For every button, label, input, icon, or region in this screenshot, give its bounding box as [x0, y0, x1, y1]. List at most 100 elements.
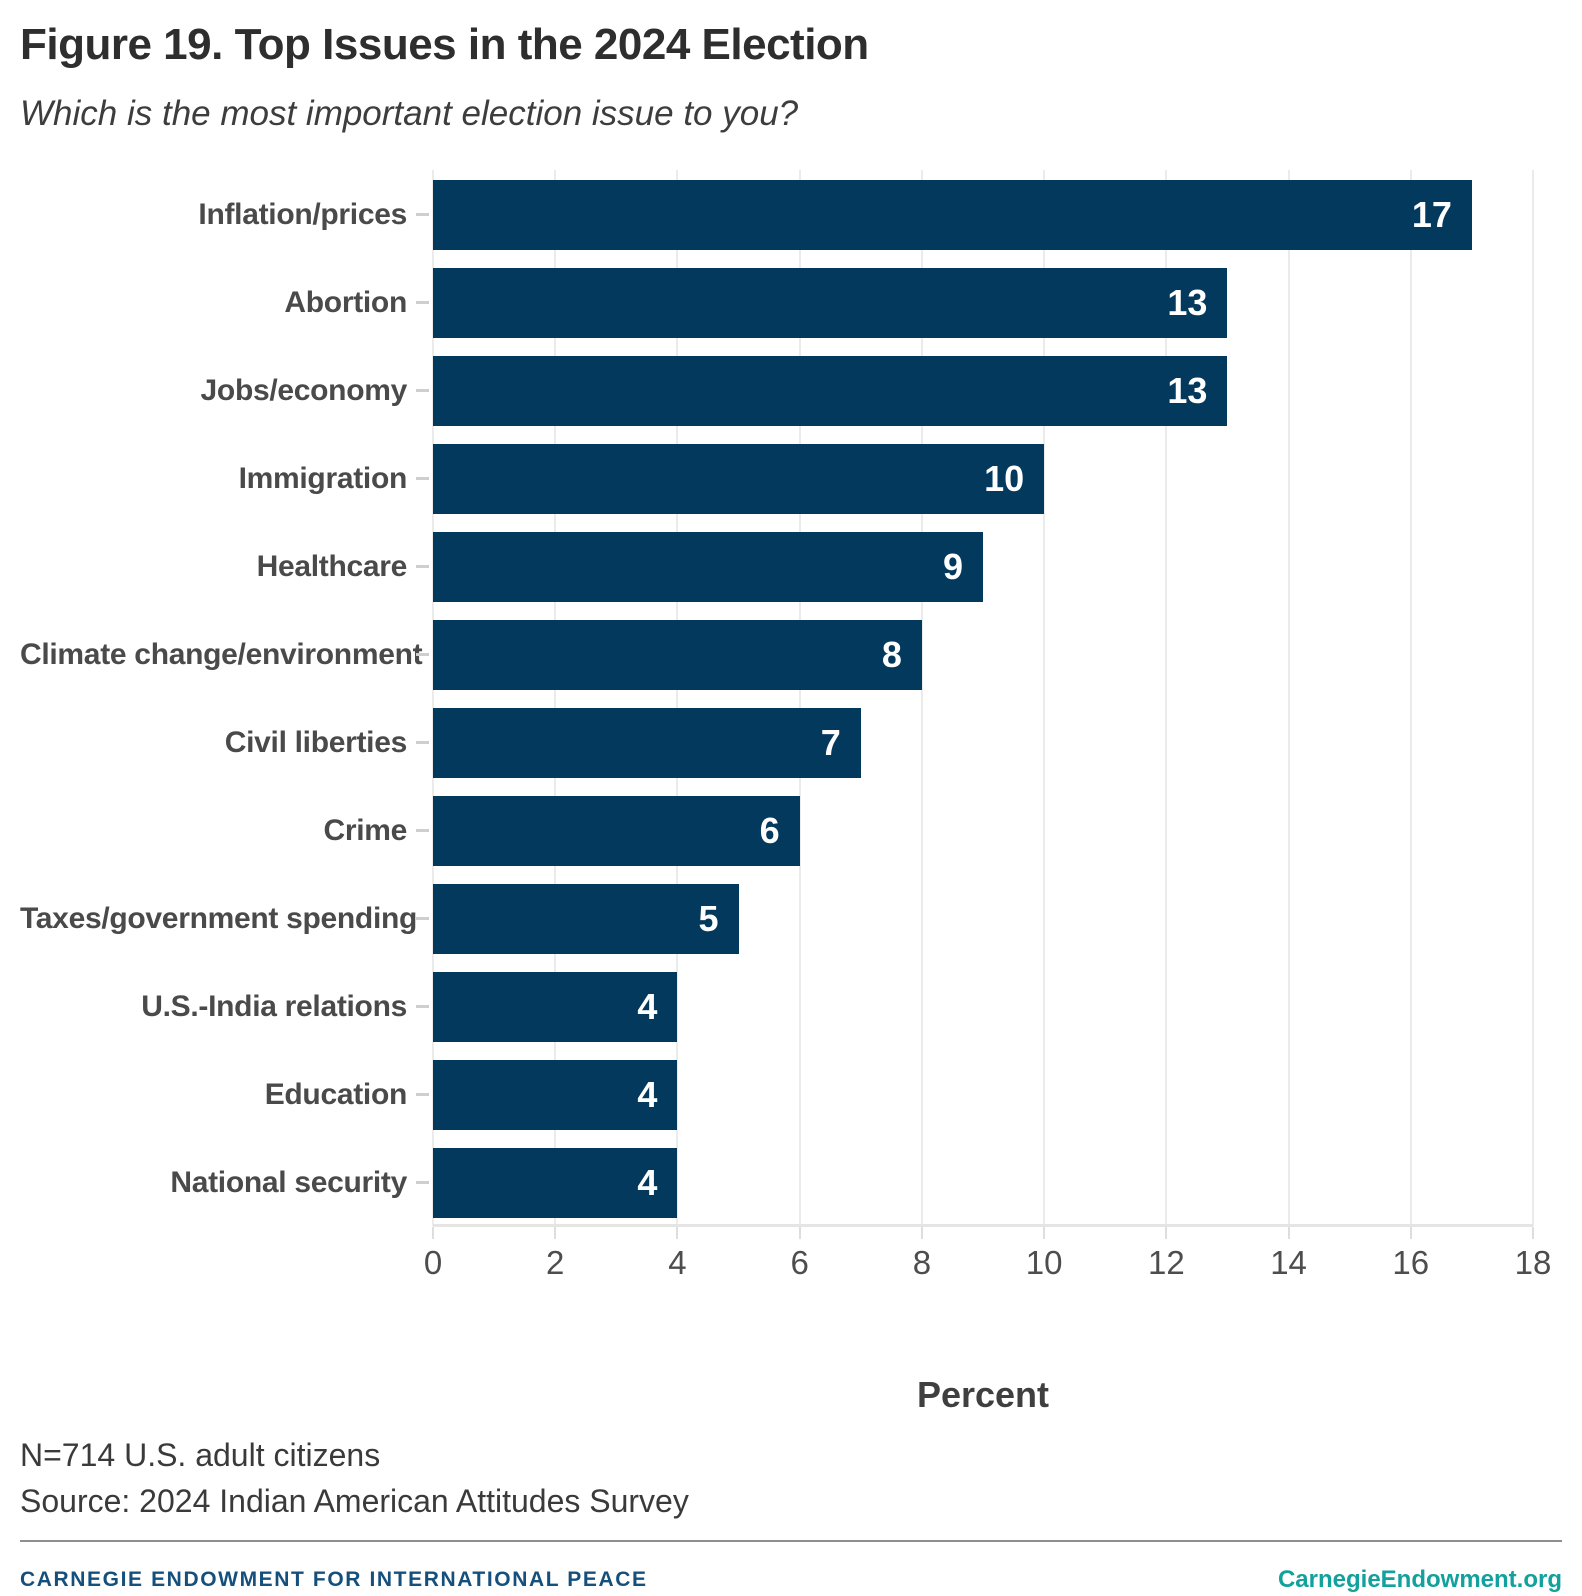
- bar-track: 5: [433, 884, 1533, 954]
- bar-row: Taxes/government spending 5: [20, 884, 1533, 954]
- category-tick-mark: [416, 565, 429, 568]
- bar-value-label: 4: [637, 986, 658, 1027]
- bar-chart: Inflation/prices 17 Abortion 13 Jobs/economy…: [20, 170, 1551, 1416]
- bar-row: Crime 6: [20, 796, 1533, 866]
- category-tick-mark: [416, 829, 429, 832]
- category-label: Taxes/government spending: [20, 903, 433, 935]
- category-tick-mark: [416, 389, 429, 392]
- bar-value-label: 9: [942, 546, 963, 587]
- bar: 8: [433, 620, 922, 690]
- category-label: Immigration: [20, 463, 433, 495]
- category-label: National security: [20, 1167, 433, 1199]
- bar: 5: [433, 884, 739, 954]
- x-tick-label: 0: [423, 1244, 443, 1281]
- bar-value-label: 17: [1411, 194, 1452, 235]
- bar-track: 7: [433, 708, 1533, 778]
- x-axis-tick: [1043, 1227, 1046, 1239]
- bar-track: 10: [433, 444, 1533, 514]
- bar-track: 4: [433, 1060, 1533, 1130]
- bar-value-label: 13: [1167, 370, 1208, 411]
- x-axis-tick: [676, 1227, 679, 1239]
- category-label: Civil liberties: [20, 727, 433, 759]
- x-tick-label: 6: [790, 1244, 809, 1281]
- bar-track: 4: [433, 972, 1533, 1042]
- bar-row: Jobs/economy 13: [20, 356, 1533, 426]
- x-axis-tick: [1165, 1227, 1168, 1239]
- footer-divider: [20, 1540, 1562, 1542]
- x-tick-label: 10: [1025, 1244, 1063, 1281]
- org-wordmark: CARNEGIE ENDOWMENT FOR INTERNATIONAL PEA…: [20, 1568, 648, 1591]
- x-tick-label: 8: [912, 1244, 932, 1281]
- bar-value-label: 4: [637, 1162, 658, 1203]
- category-tick-mark: [416, 1093, 429, 1096]
- x-axis: 0 2 4 6 8 10 12 14 16 18: [424, 1218, 1551, 1330]
- category-tick-mark: [416, 477, 429, 480]
- site-link[interactable]: CarnegieEndowment.org: [1277, 1566, 1562, 1593]
- category-tick-mark: [416, 213, 429, 216]
- category-label: Inflation/prices: [20, 199, 433, 231]
- bar-track: 8: [433, 620, 1533, 690]
- category-tick-mark: [416, 301, 429, 304]
- bar-track: 17: [433, 180, 1533, 250]
- bar-rows: Inflation/prices 17 Abortion 13 Jobs/economy…: [20, 170, 1533, 1218]
- category-label: U.S.-India relations: [20, 991, 433, 1023]
- x-axis-tick: [1287, 1227, 1290, 1239]
- bar: 17: [433, 180, 1472, 250]
- x-tick-label: 14: [1270, 1244, 1307, 1281]
- bar: 4: [433, 1060, 678, 1130]
- category-tick-mark: [416, 1005, 429, 1008]
- category-tick-mark: [416, 741, 429, 744]
- bar-row: Healthcare 9: [20, 532, 1533, 602]
- bar-row: Civil liberties 7: [20, 708, 1533, 778]
- category-tick-mark: [416, 1181, 429, 1184]
- x-tick-label: 12: [1147, 1244, 1185, 1281]
- bar-value-label: 5: [698, 898, 719, 939]
- bar-row: Abortion 13: [20, 268, 1533, 338]
- bar-track: 13: [433, 268, 1533, 338]
- x-tick-label: 16: [1392, 1244, 1430, 1281]
- category-label: Climate change/environment: [20, 639, 433, 671]
- x-tick-label: 4: [668, 1244, 687, 1281]
- footer: CARNEGIE ENDOWMENT FOR INTERNATIONAL PEA…: [20, 1566, 1562, 1594]
- bar-row: National security 4: [20, 1148, 1533, 1218]
- x-axis-tick: [1532, 1227, 1534, 1239]
- source-note: Source: 2024 Indian American Attitudes S…: [20, 1483, 689, 1519]
- bar: 4: [433, 1148, 678, 1218]
- category-label: Abortion: [20, 287, 433, 319]
- x-axis-tick: [1409, 1227, 1412, 1239]
- category-tick-mark: [416, 917, 429, 920]
- bar-row: Immigration 10: [20, 444, 1533, 514]
- x-axis-tick: [920, 1227, 923, 1239]
- bar-track: 4: [433, 1148, 1533, 1218]
- footnotes: N=714 U.S. adult citizens Source: 2024 I…: [20, 1432, 1562, 1524]
- bar: 7: [433, 708, 861, 778]
- category-label: Jobs/economy: [20, 375, 433, 407]
- bar-value-label: 10: [984, 458, 1025, 499]
- category-label: Crime: [20, 815, 433, 847]
- x-axis-baseline: [433, 1224, 1533, 1227]
- sample-note: N=714 U.S. adult citizens: [20, 1437, 381, 1473]
- category-tick-mark: [416, 653, 429, 656]
- x-tick-label: 18: [1514, 1244, 1552, 1281]
- bar: 9: [433, 532, 983, 602]
- bar-row: Inflation/prices 17: [20, 180, 1533, 250]
- bar: 13: [433, 356, 1228, 426]
- category-label: Education: [20, 1079, 433, 1111]
- bar-track: 9: [433, 532, 1533, 602]
- bar: 4: [433, 972, 678, 1042]
- x-axis-tick: [432, 1227, 434, 1239]
- figure-subtitle: Which is the most important election iss…: [20, 94, 799, 133]
- bar-row: Education 4: [20, 1060, 1533, 1130]
- bar: 10: [433, 444, 1045, 514]
- bar-value-label: 7: [820, 722, 841, 763]
- x-axis-tick: [554, 1227, 557, 1239]
- bar-track: 13: [433, 356, 1533, 426]
- x-axis-tick: [798, 1227, 801, 1239]
- x-tick-label: 2: [546, 1244, 565, 1281]
- bar-value-label: 8: [881, 634, 902, 675]
- bar-row: U.S.-India relations 4: [20, 972, 1533, 1042]
- x-axis-label: Percent: [916, 1374, 1050, 1415]
- category-label: Healthcare: [20, 551, 433, 583]
- bar-value-label: 13: [1167, 282, 1208, 323]
